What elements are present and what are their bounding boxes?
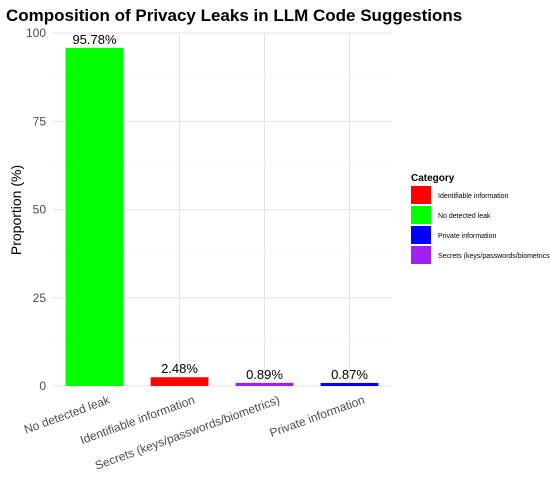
data-label: 95.78% [72,32,117,47]
legend-swatch [411,246,431,264]
data-label: 0.87% [331,367,368,382]
legend: Category Identifiable information No dete… [411,173,550,264]
y-tick-label: 75 [33,114,47,128]
bars [65,47,379,386]
data-label: 0.89% [246,367,283,382]
legend-label: Secrets (keys/passwords/biometrics) [438,253,550,260]
bar [320,382,379,386]
legend-label: Identifiable information [438,193,509,200]
y-tick-label: 100 [26,26,46,40]
bar [65,47,124,386]
y-axis-label: Proportion (%) [8,165,24,255]
y-tick-label: 0 [39,379,46,393]
chart-title: Composition of Privacy Leaks in LLM Code… [6,6,462,25]
legend-swatch [411,206,431,224]
legend-title: Category [411,173,455,184]
bar [235,382,294,386]
y-tick-label: 25 [33,291,47,305]
y-tick-label: 50 [33,203,47,217]
data-labels: 95.78% 2.48% 0.89% 0.87% [72,32,368,382]
legend-label: No detected leak [438,213,491,220]
legend-swatch [411,186,431,204]
legend-label: Private information [438,233,496,240]
y-axis-ticks: 0 25 50 75 100 [26,26,46,393]
bar [150,377,209,386]
legend-swatch [411,226,431,244]
data-label: 2.48% [161,361,198,376]
x-tick-label: Private information [268,393,367,440]
